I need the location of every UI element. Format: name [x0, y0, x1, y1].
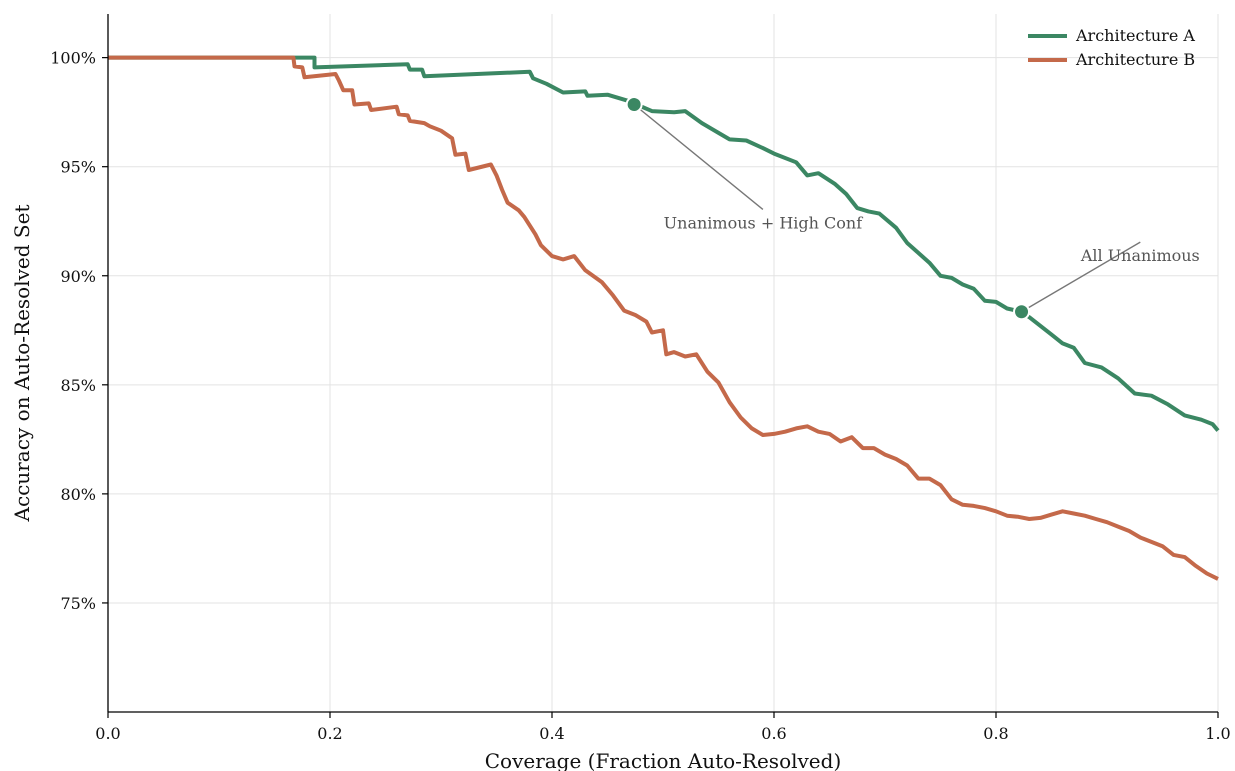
y-tick-label: 100% — [50, 49, 96, 68]
series-line-architecture-b — [108, 55, 1219, 581]
annotation-label: Unanimous + High Conf — [664, 213, 864, 232]
x-tick-label: 0.4 — [539, 724, 564, 743]
x-axis-label: Coverage (Fraction Auto-Resolved) — [485, 749, 842, 771]
x-tick-label: 0.8 — [983, 724, 1008, 743]
annotation-leader-line — [633, 103, 764, 210]
annotation-leader-line — [1021, 241, 1141, 313]
gridlines — [107, 14, 1219, 712]
x-tick-label: 0.2 — [317, 724, 342, 743]
y-tick-label: 75% — [60, 594, 96, 613]
legend-label: Architecture A — [1075, 26, 1195, 45]
x-tick-label: 0.6 — [761, 724, 786, 743]
tick-marks: 0.0 0.2 0.4 0.6 0.8 1.0 75% 80% 85% 90% 95% 100% — [50, 49, 1230, 743]
y-tick-label: 95% — [60, 158, 96, 177]
annotation-marker — [625, 96, 643, 114]
series-lines — [108, 55, 1220, 581]
annotations: Unanimous + High Conf All Unanimous — [625, 96, 1200, 321]
x-tick-label: 0.0 — [95, 724, 120, 743]
x-tick-label: 1.0 — [1205, 724, 1230, 743]
y-tick-label: 90% — [60, 267, 96, 286]
legend-label: Architecture B — [1075, 50, 1195, 69]
series-line-architecture-a — [108, 55, 1220, 432]
y-axis-label: Accuracy on Auto-Resolved Set — [10, 205, 34, 523]
annotation-marker — [1013, 303, 1031, 321]
annotation-label: All Unanimous — [1080, 246, 1200, 265]
y-tick-label: 80% — [60, 485, 96, 504]
y-tick-label: 85% — [60, 376, 96, 395]
axes — [107, 14, 1218, 713]
legend: Architecture A Architecture B — [1028, 26, 1195, 69]
